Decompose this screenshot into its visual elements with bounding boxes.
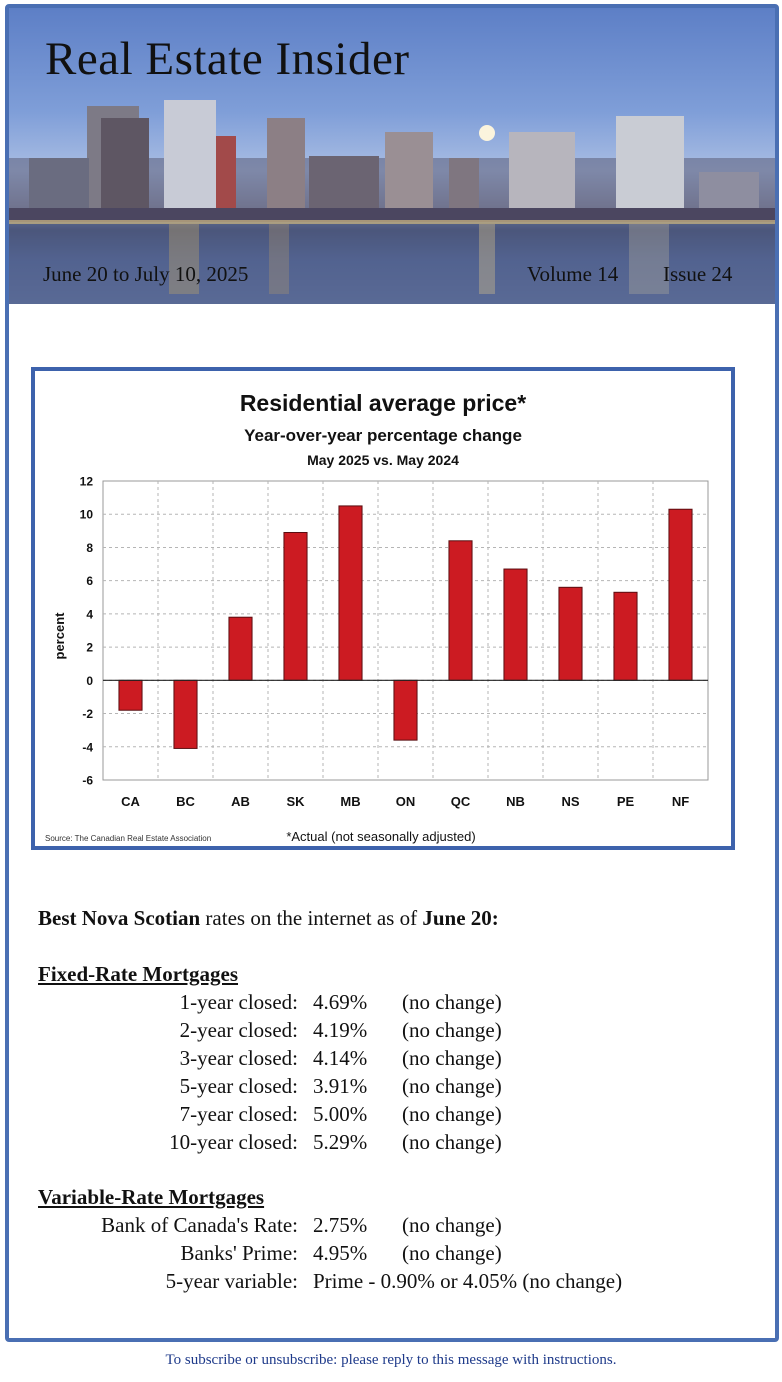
rate-value: Prime - 0.90% or 4.05% (no change) — [313, 1269, 623, 1293]
x-tick-label: CA — [121, 794, 140, 809]
header-banner: Real Estate Insider June 20 to July 10, … — [9, 8, 775, 304]
bar — [118, 679, 143, 711]
rate-change: (no change) — [402, 1213, 502, 1237]
x-tick-label: QC — [451, 794, 471, 809]
rate-value: 2.75% — [313, 1213, 368, 1237]
bar — [228, 616, 253, 681]
rate-value: 4.95% — [313, 1241, 368, 1265]
fixed-rate-heading: Fixed-Rate Mortgages — [38, 962, 239, 986]
rate-value: 5.29% — [313, 1130, 368, 1154]
y-tick-label: 12 — [80, 475, 94, 489]
y-axis-label: percent — [52, 612, 67, 660]
issue-number: Issue 24 — [663, 262, 733, 286]
rate-row: 3-year closed: 4.14% (no change) — [38, 1046, 738, 1074]
chart-source: Source: The Canadian Real Estate Associa… — [45, 834, 211, 843]
variable-rate-heading: Variable-Rate Mortgages — [38, 1185, 265, 1209]
rate-row: 7-year closed: 5.00% (no change) — [38, 1102, 738, 1130]
x-tick-label: SK — [286, 794, 305, 809]
y-tick-label: 6 — [86, 574, 93, 588]
bar — [668, 508, 693, 681]
rates-intro-region: Best Nova Scotian — [38, 906, 201, 930]
rates-intro: Best Nova Scotian rates on the internet … — [38, 906, 499, 931]
x-tick-label: NB — [506, 794, 525, 809]
rate-term-label: Bank of Canada's Rate: — [101, 1213, 298, 1237]
rate-value: 4.14% — [313, 1046, 368, 1070]
y-tick-label: 0 — [86, 674, 93, 688]
skyline-image — [9, 100, 775, 304]
rate-change: (no change) — [402, 990, 502, 1014]
subscribe-footer: To subscribe or unsubscribe: please repl… — [165, 1352, 617, 1368]
y-tick-label: -6 — [82, 774, 93, 788]
x-tick-label: AB — [231, 794, 250, 809]
y-tick-label: -4 — [82, 740, 93, 754]
rate-row: 5-year closed: 3.91% (no change) — [38, 1074, 738, 1102]
rate-row: Bank of Canada's Rate: 2.75% (no change) — [38, 1213, 738, 1241]
rate-change: (no change) — [402, 1241, 502, 1265]
y-tick-label: 10 — [80, 508, 94, 522]
rate-value: 3.91% — [313, 1074, 368, 1098]
chart-title: Residential average price* — [240, 390, 526, 416]
bar — [613, 591, 638, 681]
bar — [283, 531, 308, 681]
x-tick-label: NF — [672, 794, 689, 809]
bar — [338, 505, 363, 681]
bar — [448, 540, 473, 681]
bar — [503, 568, 528, 681]
rate-term-label: 5-year closed: — [179, 1074, 298, 1098]
rate-change: (no change) — [402, 1046, 502, 1070]
x-tick-label: MB — [340, 794, 360, 809]
rate-row: 10-year closed: 5.29% (no change) — [38, 1130, 738, 1158]
rate-term-label: 1-year closed: — [179, 990, 298, 1014]
rate-value: 5.00% — [313, 1102, 368, 1126]
chart-subtitle-period: May 2025 vs. May 2024 — [307, 452, 459, 468]
rate-value: 4.69% — [313, 990, 368, 1014]
rate-row: 5-year variable: Prime - 0.90% or 4.05% (… — [38, 1269, 738, 1297]
x-tick-label: BC — [176, 794, 195, 809]
y-tick-label: -2 — [82, 707, 93, 721]
bar — [393, 679, 418, 741]
chart-footnote: *Actual (not seasonally adjusted) — [286, 829, 475, 844]
rate-change: (no change) — [402, 1102, 502, 1126]
rate-row: 1-year closed: 4.69% (no change) — [38, 990, 738, 1018]
rate-change: (no change) — [402, 1130, 502, 1154]
rate-value: 4.19% — [313, 1018, 368, 1042]
rate-term-label: 10-year closed: — [169, 1130, 298, 1154]
bar — [173, 679, 198, 749]
x-tick-label: PE — [617, 794, 635, 809]
rate-change: (no change) — [402, 1018, 502, 1042]
rate-term-label: 5-year variable: — [165, 1269, 298, 1293]
chart-subtitle: Year-over-year percentage change — [244, 426, 522, 445]
bar — [558, 586, 583, 681]
y-tick-label: 8 — [86, 541, 93, 555]
bar-chart: Residential average price* Year-over-yea… — [45, 390, 709, 844]
x-tick-label: ON — [396, 794, 416, 809]
y-tick-label: 4 — [86, 607, 93, 621]
price-change-chart: Residential average price* Year-over-yea… — [31, 367, 735, 850]
rate-term-label: 7-year closed: — [179, 1102, 298, 1126]
x-tick-label: NS — [561, 794, 579, 809]
rate-row: Banks' Prime: 4.95% (no change) — [38, 1241, 738, 1269]
rate-term-label: Banks' Prime: — [180, 1241, 298, 1265]
y-tick-label: 2 — [86, 641, 93, 655]
rate-term-label: 2-year closed: — [179, 1018, 298, 1042]
rates-intro-date: June 20: — [422, 906, 499, 930]
issue-date-range: June 20 to July 10, 2025 — [43, 262, 249, 286]
rate-change: (no change) — [402, 1074, 502, 1098]
rates-intro-text: rates on the internet as of — [200, 906, 423, 930]
volume-number: Volume 14 — [527, 262, 619, 286]
rate-term-label: 3-year closed: — [179, 1046, 298, 1070]
newsletter-title: Real Estate Insider — [45, 33, 410, 85]
rate-row: 2-year closed: 4.19% (no change) — [38, 1018, 738, 1046]
